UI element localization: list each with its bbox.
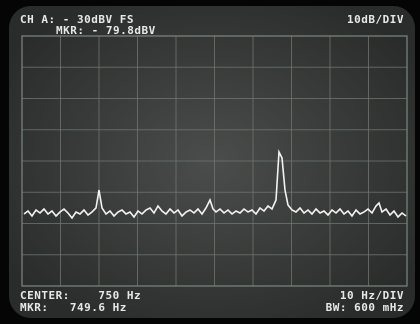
span-readout: 10 Hz/DIV: [340, 289, 404, 302]
crt-screen: [9, 6, 415, 318]
bandwidth-readout: BW: 600 mHz: [326, 301, 404, 314]
graticule-border: [21, 35, 408, 287]
center-frequency-readout: CENTER: 750 Hz: [20, 289, 141, 302]
marker-frequency-readout: MKR: 749.6 Hz: [20, 301, 127, 314]
channel-readout: CH A: - 30dBV FS: [20, 13, 134, 26]
spectrum-trace: [23, 148, 407, 220]
marker-level-readout: MKR: - 79.8dBV: [56, 24, 156, 37]
scale-readout: 10dB/DIV: [347, 13, 404, 26]
graticule: [22, 36, 407, 286]
